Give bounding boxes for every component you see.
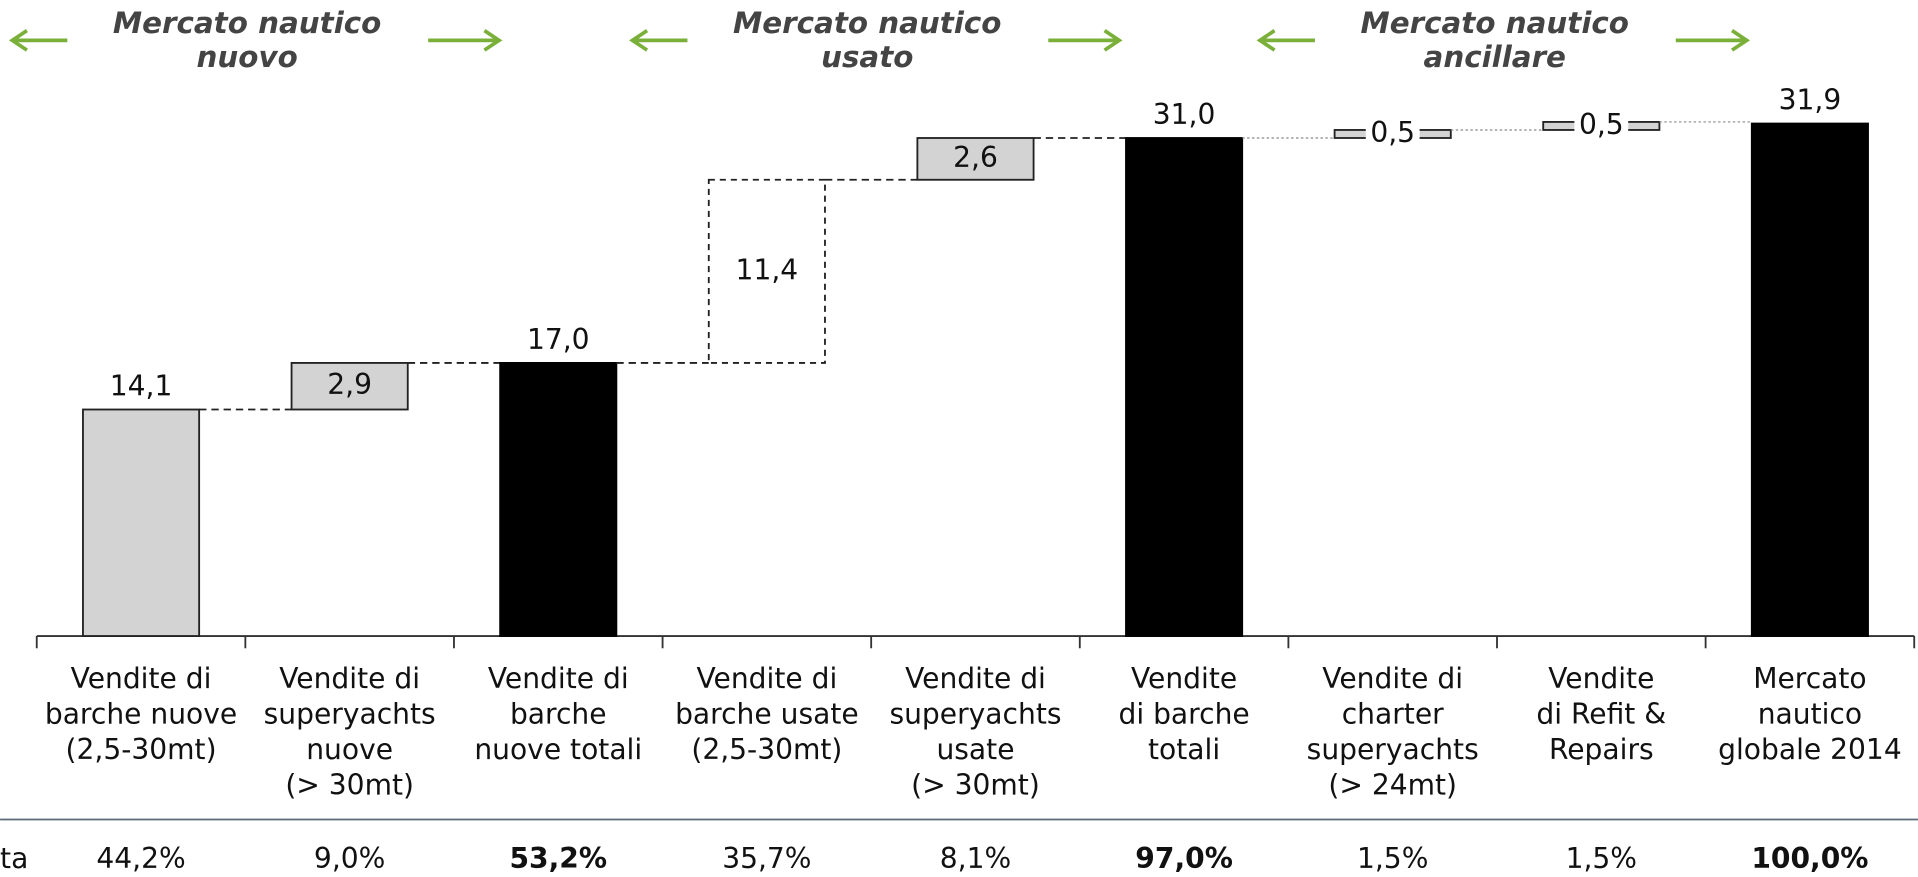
share-label: 1,5% <box>1357 842 1428 875</box>
x-tick-label: di Refit & <box>1536 698 1666 731</box>
x-tick-label: globale 2014 <box>1718 733 1902 766</box>
share-label: 1,5% <box>1566 842 1637 875</box>
section-title: ancillare <box>1424 40 1566 74</box>
label-bg <box>1365 119 1420 149</box>
value-label: 0,5 <box>1370 116 1415 149</box>
x-tick-label: (2,5-30mt) <box>66 733 217 766</box>
bar <box>707 178 826 364</box>
section-title: Mercato nautico <box>1361 6 1629 40</box>
x-tick-label: superyachts <box>1307 733 1479 766</box>
x-tick-label: di barche <box>1118 698 1249 731</box>
value-label: 17,0 <box>527 323 590 356</box>
x-tick-label: charter <box>1342 698 1444 731</box>
arrow-head <box>1103 29 1123 52</box>
x-tick-label: Vendite <box>1548 662 1654 695</box>
x-tick-label: totali <box>1148 733 1220 766</box>
value-label: 31,0 <box>1153 98 1216 131</box>
share-label: 8,1% <box>940 842 1011 875</box>
value-label: 14,1 <box>110 369 173 402</box>
section-title: usato <box>821 40 913 74</box>
share-label: 9,0% <box>314 842 385 875</box>
x-tick-label: Vendite di <box>905 662 1046 695</box>
x-tick-label: Vendite di <box>279 662 420 695</box>
x-tick-label: nautico <box>1758 698 1862 731</box>
bar <box>1750 122 1869 637</box>
share-label: 44,2% <box>96 842 185 875</box>
x-tick-label: Repairs <box>1549 733 1654 766</box>
value-label: 2,6 <box>953 141 998 174</box>
x-tick-label: barche <box>510 698 607 731</box>
x-tick-label: nuove <box>306 733 393 766</box>
share-label: 100,0% <box>1751 842 1868 875</box>
value-label: 31,9 <box>1779 84 1842 117</box>
bar <box>916 137 1035 181</box>
x-tick-label: barche nuove <box>45 698 237 731</box>
x-tick-label: barche usate <box>675 698 859 731</box>
bar <box>499 362 618 637</box>
value-label: 11,4 <box>736 253 799 286</box>
row-label: ta <box>0 842 28 875</box>
x-tick-label: nuove totali <box>474 733 642 766</box>
x-tick-label: (> 30mt) <box>911 768 1040 801</box>
label-bg <box>1574 111 1629 141</box>
x-tick-label: usate <box>936 733 1014 766</box>
arrow-head <box>1731 29 1751 52</box>
arrow-head <box>8 29 28 52</box>
section-title: Mercato nautico <box>113 6 381 40</box>
x-tick-label: Mercato <box>1753 662 1866 695</box>
x-tick-label: Vendite <box>1131 662 1237 695</box>
section-title: nuovo <box>197 40 298 74</box>
x-tick-label: (> 30mt) <box>285 768 414 801</box>
x-tick-label: Vendite di <box>696 662 837 695</box>
share-label: 97,0% <box>1135 842 1233 875</box>
x-tick-label: Vendite di <box>488 662 629 695</box>
x-tick-label: Vendite di <box>1322 662 1463 695</box>
section-title: Mercato nautico <box>733 6 1001 40</box>
bar <box>1125 137 1244 637</box>
arrow-head <box>483 29 503 52</box>
x-tick-label: superyachts <box>264 698 436 731</box>
bar <box>290 362 409 411</box>
value-label: 2,9 <box>327 368 372 401</box>
bar <box>82 408 201 637</box>
arrow-head <box>1256 29 1276 52</box>
x-tick-label: (2,5-30mt) <box>691 733 842 766</box>
value-label: 0,5 <box>1579 108 1624 141</box>
x-tick-label: Vendite di <box>71 662 212 695</box>
share-label: 35,7% <box>722 842 811 875</box>
x-tick-label: (> 24mt) <box>1328 768 1457 801</box>
arrow-head <box>629 29 649 52</box>
share-label: 53,2% <box>509 842 607 875</box>
x-tick-label: superyachts <box>889 698 1061 731</box>
